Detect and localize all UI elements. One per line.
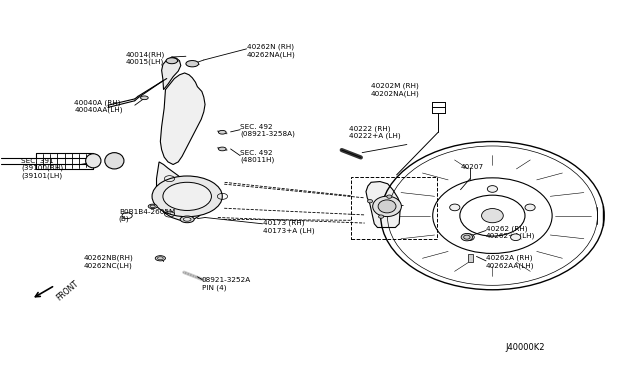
Polygon shape xyxy=(161,73,205,164)
Ellipse shape xyxy=(148,204,157,209)
Circle shape xyxy=(163,182,211,211)
Bar xyxy=(468,254,473,262)
Text: 40262A (RH)
40262AA(LH): 40262A (RH) 40262AA(LH) xyxy=(486,255,534,269)
Ellipse shape xyxy=(487,186,497,192)
Text: 40014(RH)
40015(LH): 40014(RH) 40015(LH) xyxy=(125,51,164,65)
Polygon shape xyxy=(157,162,206,221)
Text: SEC. 391
(39100(RH)
(39101(LH): SEC. 391 (39100(RH) (39101(LH) xyxy=(21,158,63,179)
Ellipse shape xyxy=(86,154,101,168)
Circle shape xyxy=(152,176,222,217)
Ellipse shape xyxy=(525,204,535,211)
Ellipse shape xyxy=(186,61,198,67)
Bar xyxy=(351,177,437,238)
Text: SEC. 492
(08921-3258A): SEC. 492 (08921-3258A) xyxy=(240,124,295,137)
Text: 40202M (RH)
40202NA(LH): 40202M (RH) 40202NA(LH) xyxy=(371,83,420,97)
Ellipse shape xyxy=(367,199,372,203)
Text: B0B1B4-2605M
(B): B0B1B4-2605M (B) xyxy=(119,209,175,222)
Text: SEC. 492
(48011H): SEC. 492 (48011H) xyxy=(240,150,275,163)
Polygon shape xyxy=(162,57,180,90)
Ellipse shape xyxy=(218,131,226,134)
Ellipse shape xyxy=(450,204,460,211)
Ellipse shape xyxy=(166,58,177,64)
Ellipse shape xyxy=(156,256,166,261)
Text: 40207: 40207 xyxy=(461,164,484,170)
Ellipse shape xyxy=(481,209,503,223)
Ellipse shape xyxy=(218,147,226,151)
Text: 08921-3252A
PIN (4): 08921-3252A PIN (4) xyxy=(202,278,251,291)
Text: 40040A (RH)
40040AA(LH): 40040A (RH) 40040AA(LH) xyxy=(74,99,123,113)
Text: 40262 (RH)
40262+A(LH): 40262 (RH) 40262+A(LH) xyxy=(486,225,536,239)
Polygon shape xyxy=(366,182,401,228)
Text: 40262N (RH)
40262NA(LH): 40262N (RH) 40262NA(LH) xyxy=(246,44,295,58)
Text: 40173 (RH)
40173+A (LH): 40173 (RH) 40173+A (LH) xyxy=(262,220,314,234)
Ellipse shape xyxy=(461,234,472,241)
Ellipse shape xyxy=(464,234,474,241)
Ellipse shape xyxy=(180,216,194,223)
Text: 40222 (RH)
40222+A (LH): 40222 (RH) 40222+A (LH) xyxy=(349,125,401,139)
Text: FRONT: FRONT xyxy=(55,279,81,302)
Text: J40000K2: J40000K2 xyxy=(505,343,545,352)
Ellipse shape xyxy=(378,200,396,213)
Ellipse shape xyxy=(387,195,392,198)
Ellipse shape xyxy=(183,218,191,221)
Ellipse shape xyxy=(105,153,124,169)
Ellipse shape xyxy=(511,234,521,241)
Ellipse shape xyxy=(372,196,401,217)
Text: 40262NB(RH)
40262NC(LH): 40262NB(RH) 40262NC(LH) xyxy=(84,255,134,269)
Ellipse shape xyxy=(378,215,383,218)
Ellipse shape xyxy=(141,96,148,100)
